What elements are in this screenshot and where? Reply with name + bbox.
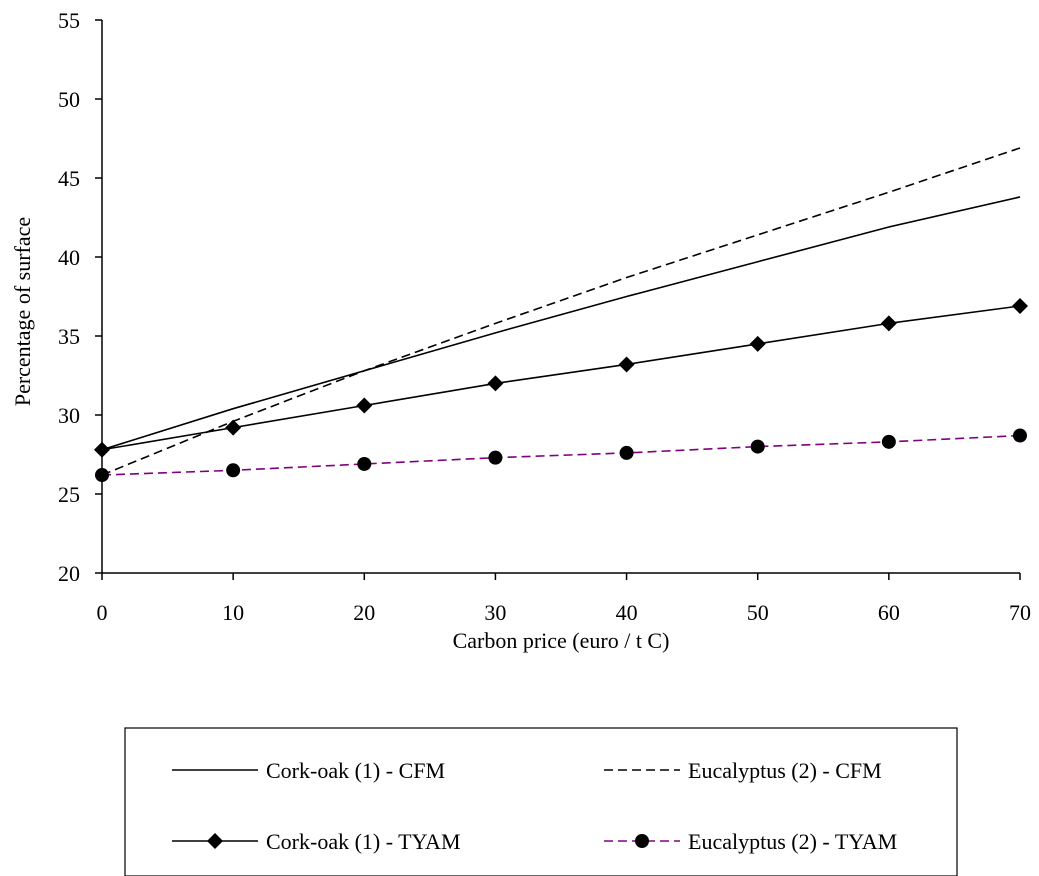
series-group [94,147,1028,483]
x-tick-label: 30 [484,600,506,625]
series-line [101,196,1021,451]
y-tick-label: 40 [58,245,80,270]
x-tick-label: 20 [353,600,375,625]
legend-label: Eucalyptus (2) - TYAM [688,829,897,854]
y-tick-label: 35 [58,324,80,349]
diamond-marker [1012,297,1028,314]
diamond-marker [487,375,504,392]
series-line [101,147,1021,476]
y-axis-label: Percentage of surface [10,217,35,406]
diamond-marker [618,356,635,373]
y-tick-label: 45 [58,166,80,191]
circle-marker [881,434,896,449]
series-2 [101,147,1021,476]
circle-marker [95,468,109,483]
diamond-marker [356,397,373,414]
y-tick-label: 55 [58,8,80,33]
legend-label: Cork-oak (1) - CFM [266,758,445,783]
circle-marker [357,456,372,471]
legend-item: Eucalyptus (2) - CFM [604,758,882,783]
y-tick-label: 50 [58,87,80,112]
series-4 [95,428,1027,483]
series-1 [101,196,1021,451]
circle-marker [619,445,634,460]
y-tick-label: 20 [58,561,80,586]
legend-item: Cork-oak (1) - TYAM [172,829,461,854]
diamond-marker [94,441,110,458]
circle-marker [226,463,241,478]
legend-label: Cork-oak (1) - TYAM [266,829,461,854]
diamond-marker [880,315,897,332]
y-tick-label: 30 [58,403,80,428]
series-line [101,305,1021,451]
y-tick-label: 25 [58,482,80,507]
diamond-marker [225,419,242,436]
x-tick-label: 40 [616,600,638,625]
x-tick-label: 50 [747,600,769,625]
legend-label: Eucalyptus (2) - CFM [688,758,882,783]
legend-item: Cork-oak (1) - CFM [172,758,445,783]
legend-box [124,727,958,876]
legend-item: Eucalyptus (2) - TYAM [604,829,897,854]
x-tick-label: 70 [1009,600,1031,625]
diamond-marker [207,833,223,849]
legend: Cork-oak (1) - CFM Eucalyptus (2) - CFM Co… [124,727,958,876]
x-tick-label: 10 [222,600,244,625]
circle-marker [635,834,649,848]
series-3 [94,297,1028,458]
x-tick-label: 60 [878,600,900,625]
circle-marker [1013,428,1027,443]
circle-marker [488,450,503,465]
tick-labels: 20 25 30 35 40 45 50 55 0 10 20 30 40 50 60 70 [58,8,1031,625]
x-axis-label: Carbon price (euro / t C) [453,628,670,653]
diamond-marker [749,335,766,352]
circle-marker [750,439,765,454]
axes [95,19,1021,580]
x-tick-label: 0 [97,600,108,625]
